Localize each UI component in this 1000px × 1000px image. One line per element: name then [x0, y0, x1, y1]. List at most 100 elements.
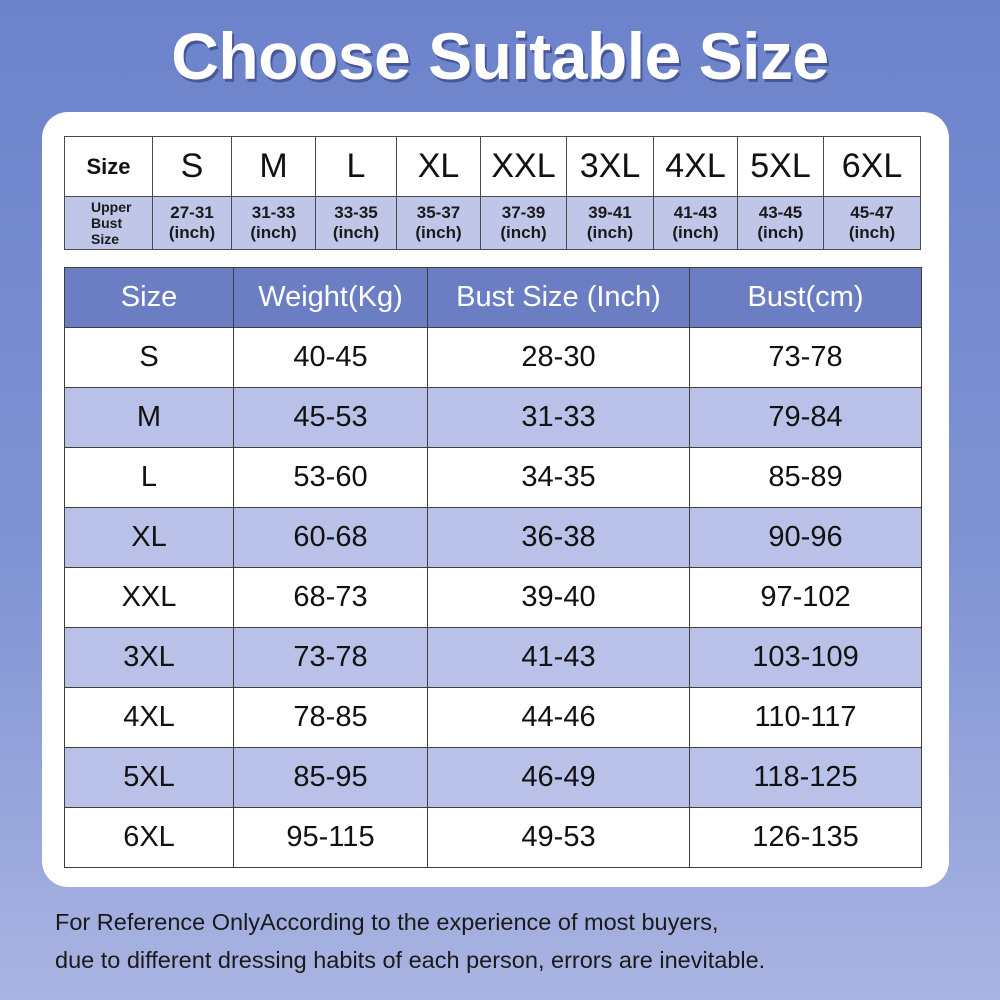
size-row: Size S M L XL XXL 3XL 4XL 5XL 6XL: [64, 136, 921, 197]
range-unit: (inch): [415, 223, 462, 242]
weight-cell: 95-115: [233, 807, 428, 868]
bust-inch-cell: 39-40: [427, 567, 690, 628]
header-word: Bust: [91, 215, 123, 231]
size-cell: XXL: [480, 136, 567, 197]
bust-inch-cell: 46-49: [427, 747, 690, 808]
range-unit: (inch): [586, 223, 634, 242]
range-cell: 27-31 (inch): [152, 196, 232, 250]
weight-cell: 60-68: [233, 507, 428, 568]
header-word: Size: [91, 231, 120, 247]
column-header-bust-cm: Bust(cm): [689, 267, 922, 328]
range-unit: (inch): [672, 223, 719, 242]
weight-cell: 68-73: [233, 567, 428, 628]
size-cell: 5XL: [64, 747, 234, 808]
size-cell: 3XL: [566, 136, 654, 197]
disclaimer-line: For Reference OnlyAccording to the exper…: [55, 909, 719, 935]
bust-cm-cell: 90-96: [689, 507, 922, 568]
size-cell: 6XL: [823, 136, 921, 197]
size-cell: M: [64, 387, 234, 448]
weight-cell: 53-60: [233, 447, 428, 508]
size-cell: 3XL: [64, 627, 234, 688]
size-cell: XXL: [64, 567, 234, 628]
range-cell: 41-43 (inch): [653, 196, 738, 250]
table-header-row: Size Weight(Kg) Bust Size (Inch) Bust(cm…: [64, 267, 922, 328]
range-unit: (inch): [848, 223, 896, 242]
size-cell: XL: [64, 507, 234, 568]
range-unit: (inch): [168, 223, 216, 242]
bust-cm-cell: 103-109: [689, 627, 922, 688]
disclaimer-line: due to different dressing habits of each…: [55, 947, 766, 973]
range-value: 45-47: [850, 203, 894, 222]
range-cell: 37-39 (inch): [480, 196, 567, 250]
bust-cm-cell: 118-125: [689, 747, 922, 808]
table-row: XXL 68-73 39-40 97-102: [64, 567, 922, 628]
weight-cell: 45-53: [233, 387, 428, 448]
table-body: S 40-45 28-30 73-78 M 45-53 31-33 79-84 L 53-60 34…: [64, 327, 922, 868]
range-cell: 31-33 (inch): [231, 196, 316, 250]
header-word: Upper: [91, 199, 132, 215]
range-unit: (inch): [757, 223, 804, 242]
size-cell: L: [315, 136, 397, 197]
table-row: 5XL 85-95 46-49 118-125: [64, 747, 922, 808]
bust-inch-cell: 44-46: [427, 687, 690, 748]
range-cell: 45-47 (inch): [823, 196, 921, 250]
bust-cm-cell: 126-135: [689, 807, 922, 868]
bust-inch-cell: 41-43: [427, 627, 690, 688]
range-unit: (inch): [250, 223, 297, 242]
table-row: 3XL 73-78 41-43 103-109: [64, 627, 922, 688]
disclaimer: For Reference OnlyAccording to the exper…: [55, 903, 955, 979]
range-cell: 39-41 (inch): [566, 196, 654, 250]
range-value: 43-45: [758, 203, 803, 222]
range-value: 27-31: [170, 203, 214, 222]
range-value: 37-39: [501, 203, 546, 222]
range-unit: (inch): [332, 223, 380, 242]
upper-bust-row: Upper Bust Size 27-31 (inch) 31-33 (inch) …: [64, 196, 921, 250]
table-row: M 45-53 31-33 79-84: [64, 387, 922, 448]
weight-cell: 78-85: [233, 687, 428, 748]
range-cell: 43-45 (inch): [737, 196, 824, 250]
size-cell: M: [231, 136, 316, 197]
table-row: 6XL 95-115 49-53 126-135: [64, 807, 922, 868]
range-value: 41-43: [673, 203, 718, 222]
range-unit: (inch): [500, 223, 547, 242]
bust-inch-cell: 36-38: [427, 507, 690, 568]
size-chart-table: Size Weight(Kg) Bust Size (Inch) Bust(cm…: [64, 267, 922, 868]
bust-inch-cell: 49-53: [427, 807, 690, 868]
table-row: S 40-45 28-30 73-78: [64, 327, 922, 388]
bust-cm-cell: 97-102: [689, 567, 922, 628]
bust-inch-cell: 34-35: [427, 447, 690, 508]
size-cell: 6XL: [64, 807, 234, 868]
bust-cm-cell: 73-78: [689, 327, 922, 388]
bust-cm-cell: 110-117: [689, 687, 922, 748]
size-cell: 5XL: [737, 136, 824, 197]
upper-bust-header: Upper Bust Size: [64, 196, 153, 250]
range-value: 39-41: [588, 203, 632, 222]
range-value: 33-35: [334, 203, 378, 222]
size-cell: XL: [396, 136, 481, 197]
upper-bust-size-table: Size S M L XL XXL 3XL 4XL 5XL 6XL Upper …: [64, 136, 921, 250]
weight-cell: 85-95: [233, 747, 428, 808]
size-cell: S: [152, 136, 232, 197]
size-cell: S: [64, 327, 234, 388]
bust-cm-cell: 85-89: [689, 447, 922, 508]
weight-cell: 40-45: [233, 327, 428, 388]
column-header-bust-inch: Bust Size (Inch): [427, 267, 690, 328]
table-row: XL 60-68 36-38 90-96: [64, 507, 922, 568]
page-title: Choose Suitable Size: [171, 19, 829, 93]
range-cell: 35-37 (inch): [396, 196, 481, 250]
size-cell: 4XL: [653, 136, 738, 197]
column-header-weight: Weight(Kg): [233, 267, 428, 328]
range-value: 31-33: [251, 203, 296, 222]
size-header: Size: [64, 136, 153, 197]
size-cell: L: [64, 447, 234, 508]
bust-inch-cell: 28-30: [427, 327, 690, 388]
size-cell: 4XL: [64, 687, 234, 748]
table-row: 4XL 78-85 44-46 110-117: [64, 687, 922, 748]
bust-inch-cell: 31-33: [427, 387, 690, 448]
table-row: L 53-60 34-35 85-89: [64, 447, 922, 508]
range-cell: 33-35 (inch): [315, 196, 397, 250]
weight-cell: 73-78: [233, 627, 428, 688]
bust-cm-cell: 79-84: [689, 387, 922, 448]
column-header-size: Size: [64, 267, 234, 328]
range-value: 35-37: [416, 203, 461, 222]
